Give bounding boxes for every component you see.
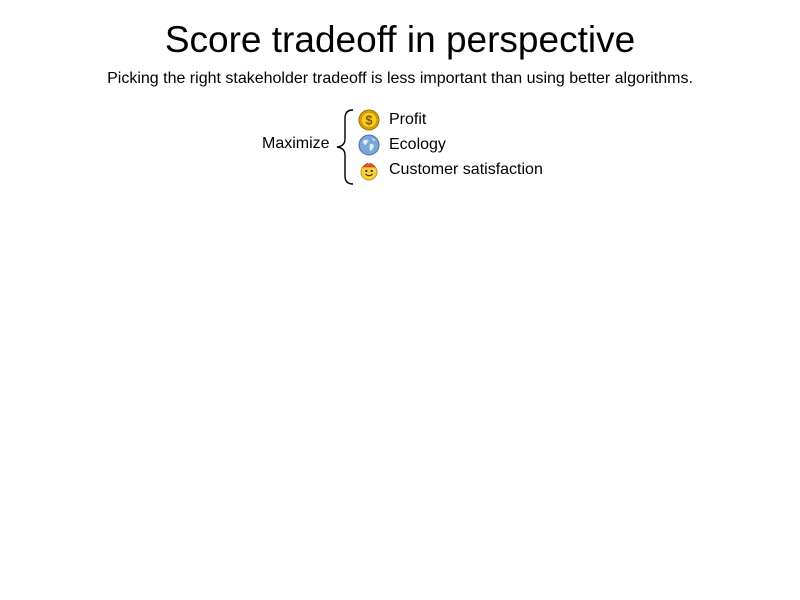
- objective-label: Customer satisfaction: [389, 161, 543, 178]
- maximize-label: Maximize: [262, 135, 330, 152]
- objective-label: Profit: [389, 111, 427, 128]
- globe-icon: [358, 134, 380, 156]
- objective-ecology: Ecology: [358, 133, 446, 157]
- svg-text:$: $: [365, 113, 373, 128]
- objective-profit: $ Profit: [358, 108, 426, 132]
- curly-brace: [336, 109, 354, 185]
- objective-customer-satisfaction: Customer satisfaction: [358, 158, 543, 182]
- objective-label: Ecology: [389, 136, 446, 153]
- smiley-icon: [360, 160, 378, 181]
- slide-title: Score tradeoff in perspective: [164, 19, 636, 60]
- dollar-coin-icon: $: [358, 109, 380, 131]
- slide-subtitle: Picking the right stakeholder tradeoff i…: [107, 70, 693, 87]
